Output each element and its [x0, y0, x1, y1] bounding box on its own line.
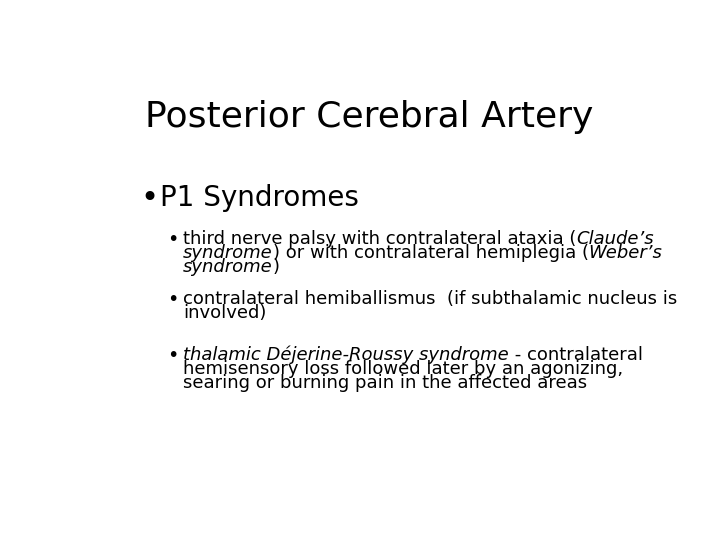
Text: involved): involved) — [183, 303, 266, 321]
Text: syndrome: syndrome — [183, 258, 273, 276]
Text: ) or with contralateral hemiplegia (: ) or with contralateral hemiplegia ( — [273, 244, 589, 262]
Text: Claude’s: Claude’s — [577, 231, 654, 248]
Text: •: • — [168, 346, 179, 365]
Text: Weber’s: Weber’s — [589, 244, 662, 262]
Text: syndrome: syndrome — [183, 244, 273, 262]
Text: thalamic Déjerine-Roussy syndrome: thalamic Déjerine-Roussy syndrome — [183, 346, 509, 365]
Text: •: • — [168, 231, 179, 249]
Text: hemisensory loss followed later by an agonizing,: hemisensory loss followed later by an ag… — [183, 360, 623, 377]
Text: P1 Syndromes: P1 Syndromes — [160, 184, 359, 212]
Text: Posterior Cerebral Artery: Posterior Cerebral Artery — [145, 100, 593, 134]
Text: - contralateral: - contralateral — [509, 346, 643, 364]
Text: third nerve palsy with contralateral ataxia (: third nerve palsy with contralateral ata… — [183, 231, 577, 248]
Text: •: • — [168, 289, 179, 309]
Text: ): ) — [273, 258, 280, 276]
Text: searing or burning pain in the affected areas: searing or burning pain in the affected … — [183, 374, 587, 391]
Text: •: • — [140, 184, 158, 213]
Text: contralateral hemiballismus  (if subthalamic nucleus is: contralateral hemiballismus (if subthala… — [183, 289, 678, 308]
